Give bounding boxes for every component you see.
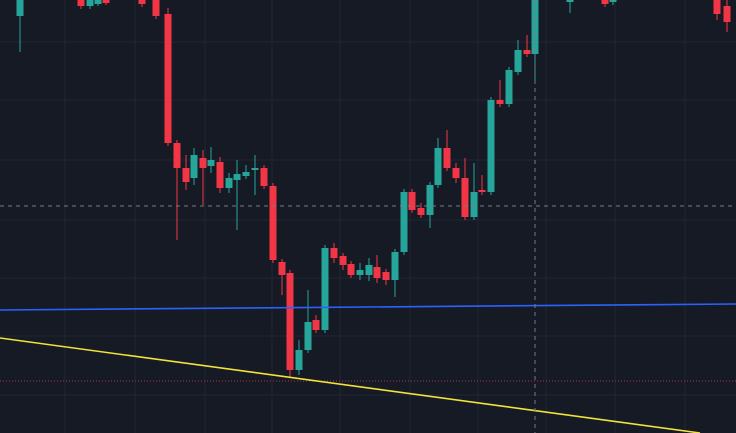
candle-body	[295, 350, 303, 370]
candle-body	[216, 162, 224, 188]
candle-body	[461, 178, 469, 217]
candle-body	[207, 160, 215, 166]
candle-body	[523, 50, 531, 54]
candle-body	[278, 262, 286, 275]
candle-body	[391, 252, 399, 280]
candle-body	[713, 0, 721, 14]
candle-body	[173, 143, 181, 168]
candle-body	[251, 168, 259, 170]
candle-body	[434, 148, 442, 185]
candle-body	[242, 172, 250, 176]
candle-body	[164, 14, 172, 143]
candle-body	[723, 6, 731, 22]
candle-body	[505, 70, 513, 104]
candle-body	[102, 0, 110, 3]
candle-body	[373, 267, 381, 278]
candle-body	[365, 265, 373, 275]
candle-body	[601, 0, 609, 4]
candle-body	[321, 248, 329, 330]
candle-body	[16, 0, 24, 16]
candle-body	[443, 148, 451, 168]
candle-body	[225, 178, 233, 188]
candle-body	[233, 174, 241, 180]
trend-line	[0, 303, 736, 311]
candle-body	[417, 208, 425, 215]
candle-body	[514, 50, 522, 72]
candle-body	[94, 0, 102, 4]
candle-body	[152, 0, 160, 16]
candle-body	[199, 158, 207, 168]
candle-body	[426, 185, 434, 215]
candle-body	[382, 272, 390, 280]
candle-body	[304, 322, 312, 350]
candle-body	[86, 0, 94, 6]
candle-body	[609, 0, 617, 2]
candle-body	[138, 0, 146, 4]
candle-body	[408, 192, 416, 210]
candle-body	[400, 192, 408, 252]
candle-body	[190, 155, 198, 178]
candle-body	[339, 256, 347, 265]
candle-body	[347, 264, 355, 275]
candle-body	[478, 190, 486, 192]
candle-body	[182, 168, 190, 182]
candle-body	[356, 270, 364, 275]
candle-body	[312, 320, 320, 330]
candle-body	[566, 0, 574, 2]
candle-body	[470, 192, 478, 217]
candle-body	[496, 100, 504, 104]
trend-line	[0, 337, 701, 433]
candle-body	[330, 248, 338, 258]
candle-body	[260, 168, 268, 186]
candle-body	[286, 273, 294, 370]
candle-body	[77, 0, 85, 6]
candle-body	[452, 168, 460, 178]
candle-body	[487, 100, 495, 192]
candle-body	[269, 186, 277, 260]
